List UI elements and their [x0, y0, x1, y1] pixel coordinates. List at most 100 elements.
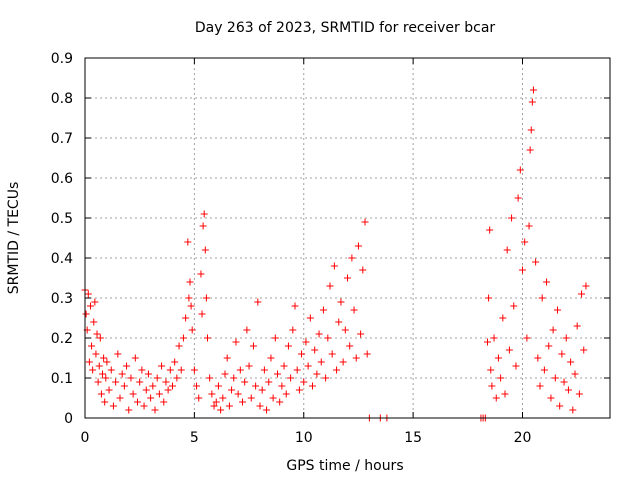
data-point: [179, 334, 187, 342]
data-point: [219, 394, 227, 402]
data-point: [136, 378, 144, 386]
data-point: [344, 274, 351, 282]
data-point: [153, 374, 161, 382]
data-point: [284, 342, 292, 350]
data-point: [271, 334, 279, 342]
data-point: [171, 358, 179, 366]
data-point: [166, 366, 174, 374]
data-point: [208, 390, 216, 398]
data-point: [361, 218, 369, 226]
data-point: [505, 346, 513, 354]
data-point: [125, 406, 133, 414]
data-point: [274, 370, 281, 378]
data-point: [232, 338, 240, 346]
data-point: [99, 370, 106, 378]
data-point: [120, 382, 128, 390]
data-point: [200, 210, 208, 218]
data-point: [96, 334, 104, 342]
data-point: [569, 406, 577, 414]
data-point: [263, 406, 271, 414]
y-tick-label: 0.6: [51, 171, 73, 187]
y-tick-label: 0.2: [51, 331, 73, 347]
y-tick-label: 0.3: [51, 291, 73, 307]
data-point: [102, 374, 110, 382]
data-point: [138, 366, 146, 374]
data-point: [302, 338, 310, 346]
data-point: [554, 306, 561, 314]
data-point: [545, 342, 553, 350]
data-point: [185, 294, 193, 302]
data-point: [330, 262, 338, 270]
data-point: [543, 278, 551, 286]
data-point: [184, 238, 192, 246]
data-point: [287, 374, 295, 382]
data-point: [256, 402, 264, 410]
data-point: [526, 146, 534, 154]
data-point: [93, 330, 101, 338]
data-point: [193, 382, 201, 390]
data-point: [91, 298, 99, 306]
y-tick-label: 0: [64, 411, 73, 427]
data-point: [363, 350, 371, 358]
data-point: [201, 246, 209, 254]
data-point: [84, 290, 92, 298]
x-tick-label: 15: [404, 430, 422, 446]
data-point: [97, 390, 105, 398]
data-point: [118, 370, 126, 378]
data-point: [582, 282, 590, 290]
data-point: [549, 326, 557, 334]
data-point: [488, 382, 496, 390]
y-axis-label: SRMTID / TECUs: [6, 182, 22, 295]
data-point: [269, 394, 277, 402]
data-point: [348, 254, 356, 262]
data-point: [149, 382, 157, 390]
data-point: [282, 390, 290, 398]
data-point: [501, 390, 509, 398]
data-point: [204, 334, 211, 342]
data-point: [492, 394, 500, 402]
data-point: [164, 386, 172, 394]
data-point: [521, 238, 529, 246]
data-point: [123, 362, 131, 370]
data-point: [580, 346, 588, 354]
data-point: [195, 394, 203, 402]
data-point: [155, 390, 163, 398]
data-point: [247, 394, 255, 402]
data-point: [337, 298, 345, 306]
data-point: [335, 318, 343, 326]
data-point: [109, 402, 117, 410]
data-point: [234, 390, 242, 398]
data-point: [212, 398, 220, 406]
data-point: [333, 366, 341, 374]
data-point: [160, 398, 168, 406]
data-point: [92, 350, 100, 358]
data-point: [129, 390, 137, 398]
data-point: [267, 354, 275, 362]
data-point: [116, 394, 124, 402]
data-point: [525, 222, 533, 230]
data-point: [278, 382, 286, 390]
data-point: [497, 374, 505, 382]
data-point: [90, 318, 98, 326]
plot-frame: [84, 57, 611, 419]
y-tick-label: 0.9: [51, 51, 73, 67]
data-point: [197, 270, 205, 278]
y-tick-label: 0.4: [51, 251, 73, 267]
data-point: [131, 354, 139, 362]
data-point: [225, 402, 233, 410]
data-point: [516, 166, 524, 174]
data-point: [536, 382, 544, 390]
data-point: [280, 362, 288, 370]
data-point: [214, 382, 222, 390]
data-point: [199, 222, 207, 230]
data-point: [514, 194, 522, 202]
data-point: [162, 378, 170, 386]
data-point: [228, 386, 236, 394]
data-point: [188, 326, 196, 334]
data-point: [82, 310, 90, 318]
data-point: [528, 98, 536, 106]
data-point: [311, 346, 319, 354]
data-point: [295, 386, 303, 394]
data-point: [551, 374, 559, 382]
